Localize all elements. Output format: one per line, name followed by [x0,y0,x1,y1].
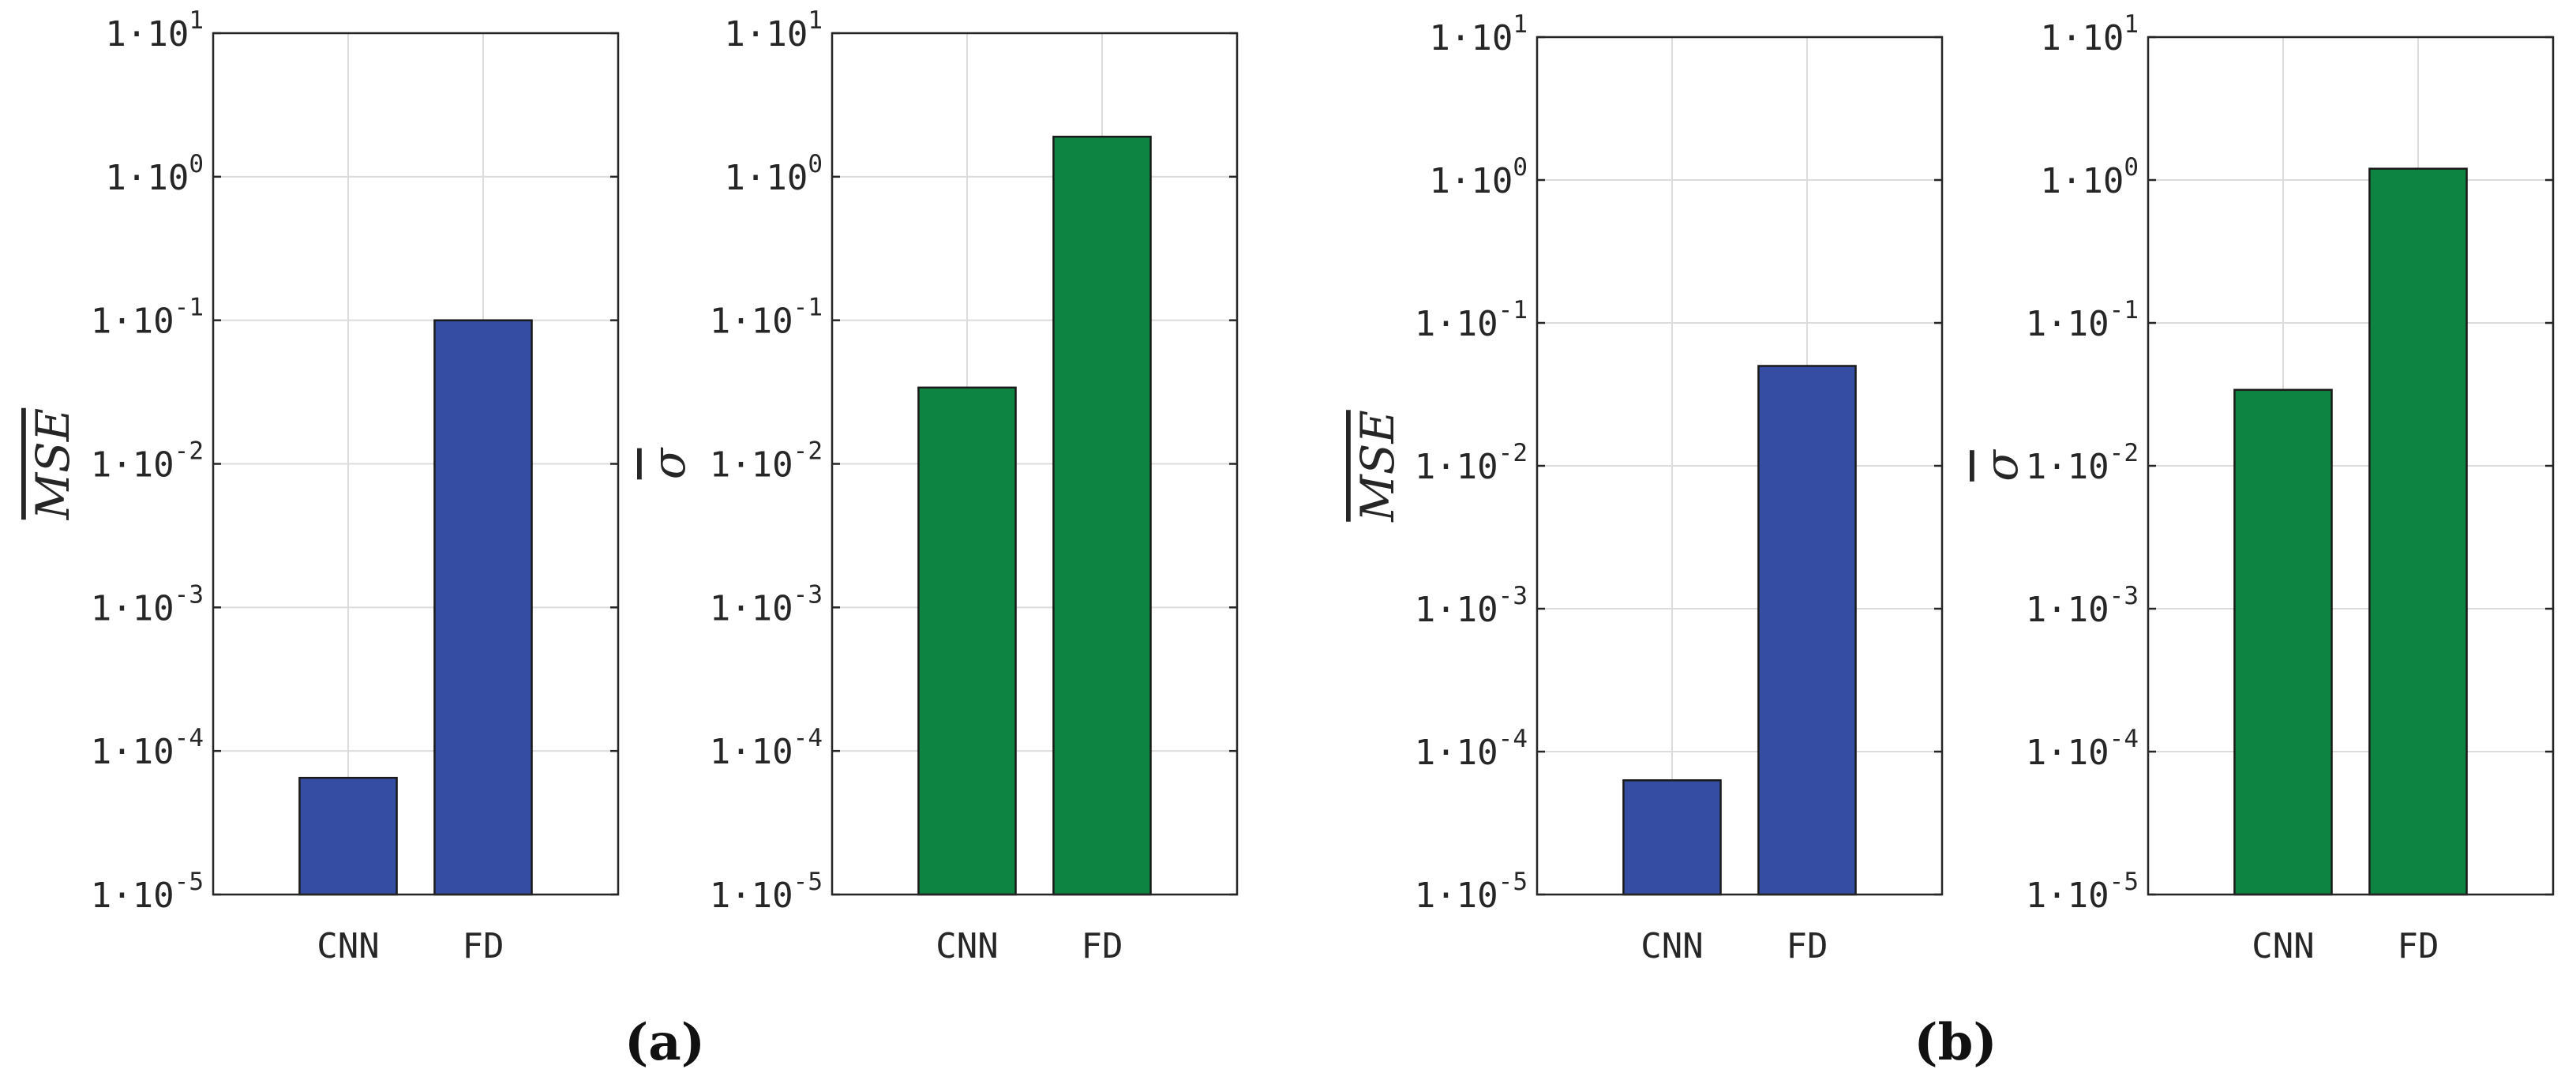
panel-label-b: (b) [1914,1013,1997,1072]
y-axis-label: σ [1974,449,2028,482]
bar-fd [1052,135,1152,896]
bar-cnn [2233,388,2333,896]
y-tick-label: 1·10-4 [2026,725,2139,773]
y-tick-label: 1·10-5 [2026,868,2139,916]
y-tick-label: 1·10-5 [1415,868,1528,916]
y-tick-label: 1·10-3 [2026,582,2139,630]
y-tick-label: 1·101 [2040,10,2139,58]
panel-label-a: (a) [624,1013,705,1072]
y-tick-label: 1·100 [2040,153,2139,201]
bar-cnn [917,386,1017,896]
y-tick-label: 1·10-5 [710,868,823,916]
y-tick-label: 1·100 [724,150,823,198]
charts-group: 1·10-5 1·10-4 1·10-3 1·10-2 1·10-1 1·100 1·101… [26,6,2555,966]
y-tick-label: 1·10-3 [91,580,204,628]
y-tick-label: 1·10-4 [91,724,204,772]
x-tick-label: FD [1082,926,1123,966]
y-tick-label: 1·10-1 [710,294,823,342]
y-tick-label: 1·10-1 [91,294,204,342]
y-tick-label: 1·10-2 [91,437,204,486]
bar-cnn [1622,779,1722,896]
x-tick-label: FD [463,926,504,966]
y-tick-label: 1·10-3 [710,580,823,628]
y-axis-label: MSE [26,408,80,520]
x-tick-label: CNN [1640,926,1703,966]
bar-fd [433,319,533,896]
bar-fd [1757,365,1857,896]
y-tick-label: 1·10-4 [710,724,823,772]
y-tick-label: 1·10-2 [710,437,823,486]
y-tick-label: 1·10-5 [91,868,204,916]
chart-2: 1·10-5 1·10-4 1·10-3 1·10-2 1·10-1 1·100 1·101… [1351,10,1944,966]
y-tick-label: 1·10-4 [1415,725,1528,773]
y-tick-label: 1·10-1 [1415,296,1528,344]
chart-1: 1·10-5 1·10-4 1·10-3 1·10-2 1·10-1 1·100 1·101… [642,6,1239,966]
x-tick-label: FD [2398,926,2439,966]
y-axis-label: σ [642,447,696,479]
y-tick-label: 1·10-3 [1415,582,1528,630]
x-tick-label: CNN [2252,926,2314,966]
chart-0: 1·10-5 1·10-4 1·10-3 1·10-2 1·10-1 1·100 1·101… [26,6,620,966]
y-tick-label: 1·10-1 [2026,296,2139,344]
y-tick-label: 1·101 [1429,10,1528,58]
bar-fd [2368,167,2468,896]
y-tick-label: 1·10-2 [2026,439,2139,487]
y-tick-label: 1·100 [105,150,204,198]
y-tick-label: 1·100 [1429,153,1528,201]
bar-cnn [298,776,398,896]
x-tick-label: FD [1787,926,1828,966]
y-tick-label: 1·10-2 [1415,439,1528,487]
chart-3: 1·10-5 1·10-4 1·10-3 1·10-2 1·10-1 1·100 1·101… [1974,10,2555,966]
y-tick-label: 1·101 [105,6,204,54]
y-axis-label: MSE [1351,410,1404,522]
x-tick-label: CNN [317,926,379,966]
x-tick-label: CNN [936,926,998,966]
y-tick-label: 1·101 [724,6,823,54]
